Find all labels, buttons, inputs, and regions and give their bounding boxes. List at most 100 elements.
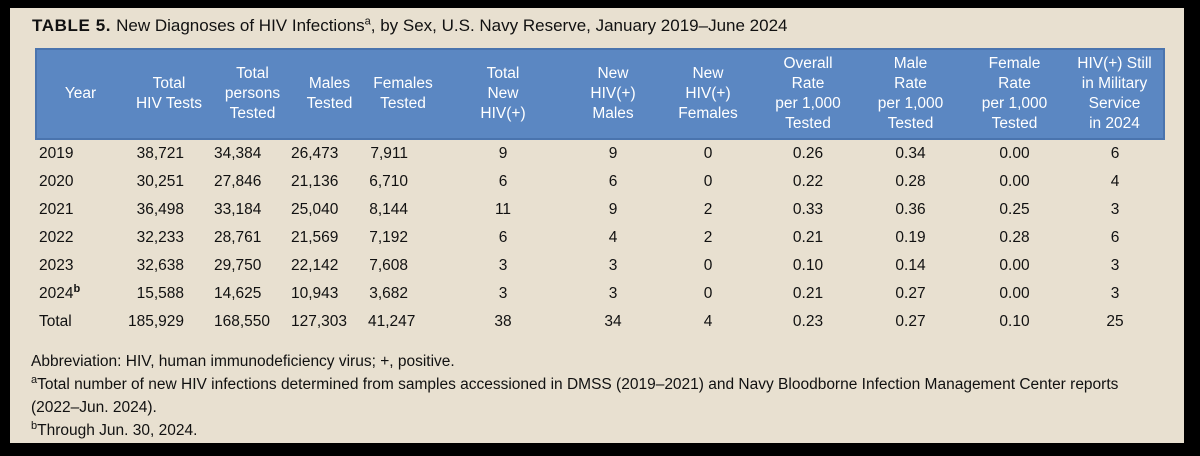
table-cell: 3 bbox=[498, 285, 508, 302]
table-cell: 27,846 bbox=[214, 173, 262, 190]
column-header: Total New HIV(+) bbox=[438, 48, 568, 140]
table-row: 2020 30,251 27,846 21,136 6,710 6 6 0 0.22 0.28 0.… bbox=[36, 168, 1164, 196]
table-cell: 6 bbox=[1110, 229, 1120, 246]
table-cell: 36,498 bbox=[136, 201, 184, 218]
column-header: New HIV(+) Females bbox=[658, 48, 758, 140]
table-cell: 15,588 bbox=[136, 285, 184, 302]
table-cell: 3 bbox=[608, 257, 618, 274]
table-cell: 3 bbox=[608, 285, 618, 302]
footnote-marker-a: a bbox=[364, 15, 371, 28]
table-cell: 0.28 bbox=[895, 173, 926, 190]
report-table-page: TABLE 5. New Diagnoses of HIV Infectionsa… bbox=[10, 8, 1184, 443]
table-cell: 0 bbox=[703, 285, 713, 302]
table-cell: 10,943 bbox=[291, 285, 339, 302]
table-cell: 6 bbox=[498, 173, 508, 190]
table-cell: 7,608 bbox=[369, 257, 408, 274]
table-cell: 0.26 bbox=[792, 145, 824, 162]
table-cell: 0.00 bbox=[999, 173, 1030, 190]
table-cell: 0.00 bbox=[999, 257, 1030, 274]
table-cell: 0.28 bbox=[999, 229, 1030, 246]
footnote-marker-b: b bbox=[31, 419, 38, 432]
table-row: 2021 36,498 33,184 25,040 8,144 11 9 2 0.33 0.36 0… bbox=[36, 196, 1164, 224]
footnotes: Abbreviation: HIV, human immunodeficienc… bbox=[31, 350, 1164, 442]
table-title: TABLE 5. New Diagnoses of HIV Infectionsa… bbox=[10, 8, 1184, 37]
column-header: Overall Rate per 1,000 Tested bbox=[758, 48, 858, 140]
table-cell: 0.22 bbox=[792, 173, 824, 190]
table-cell: 9 bbox=[608, 201, 618, 218]
row-label: 2023 bbox=[39, 257, 74, 274]
table-cell: 0.21 bbox=[792, 229, 824, 246]
table-cell: 29,750 bbox=[214, 257, 262, 274]
table-cell: 9 bbox=[608, 145, 618, 162]
table-cell: 41,247 bbox=[368, 313, 416, 330]
table-cell: 6,710 bbox=[369, 173, 408, 190]
row-label: Total bbox=[39, 313, 72, 330]
table-cell: 21,136 bbox=[291, 173, 339, 190]
table-cell: 25,040 bbox=[291, 201, 339, 218]
table-cell: 0.34 bbox=[895, 145, 926, 162]
table-header: Year Total HIV Tests Total persons Tested Male… bbox=[35, 48, 1165, 140]
table-cell: 3 bbox=[1110, 257, 1120, 274]
footnote-line: bThrough Jun. 30, 2024. bbox=[31, 419, 198, 439]
row-label: 2020 bbox=[39, 173, 74, 190]
table-cell: 38,721 bbox=[136, 145, 184, 162]
table-cell: 2 bbox=[703, 201, 713, 218]
table-cell: 127,303 bbox=[291, 313, 348, 330]
table-cell: 0.10 bbox=[792, 257, 824, 274]
table-cell: 2 bbox=[703, 229, 713, 246]
table-cell: 0.00 bbox=[999, 145, 1030, 162]
table-cell: 14,625 bbox=[214, 285, 262, 302]
hiv-diagnoses-table: Year Total HIV Tests Total persons Tested Male… bbox=[35, 48, 1165, 336]
table-cell: 8,144 bbox=[369, 201, 408, 218]
table-cell: 22,142 bbox=[291, 257, 339, 274]
table-cell: 11 bbox=[494, 201, 512, 218]
table-cell: 0.10 bbox=[999, 313, 1030, 330]
column-header: Female Rate per 1,000 Tested bbox=[963, 48, 1066, 140]
table-cell: 7,192 bbox=[369, 229, 408, 246]
column-header: Total HIV Tests bbox=[124, 48, 214, 140]
table-cell: 0.33 bbox=[792, 201, 824, 218]
table-cell: 3,682 bbox=[369, 285, 408, 302]
table-cell: 168,550 bbox=[214, 313, 271, 330]
table-cell: 6 bbox=[498, 229, 508, 246]
table-cell: 32,638 bbox=[136, 257, 184, 274]
row-label: 2022 bbox=[39, 229, 74, 246]
column-header: Males Tested bbox=[291, 48, 368, 140]
table-cell: 0.36 bbox=[895, 201, 926, 218]
column-header: Year bbox=[35, 48, 124, 140]
table-row: 2019 38,721 34,384 26,473 7,911 9 9 0 0.26 0.34 0.… bbox=[36, 139, 1164, 168]
table-cell: 4 bbox=[608, 229, 618, 246]
table-row: 2023 32,638 29,750 22,142 7,608 3 3 0 0.10 0.14 0.… bbox=[36, 252, 1164, 280]
table-cell: 25 bbox=[1106, 313, 1124, 330]
table-cell: 3 bbox=[498, 257, 508, 274]
table-cell: 0.27 bbox=[895, 313, 926, 330]
table-row: 2022 32,233 28,761 21,569 7,192 6 4 2 0.21 0.19 0.… bbox=[36, 224, 1164, 252]
column-header: Male Rate per 1,000 Tested bbox=[858, 48, 963, 140]
table-cell: 0.25 bbox=[999, 201, 1030, 218]
table-row: 2024b 15,588 14,625 10,943 3,682 3 3 0 0.21 0.27 0… bbox=[36, 280, 1164, 308]
table-cell: 38 bbox=[494, 313, 512, 330]
table-header-row: Year Total HIV Tests Total persons Tested Male… bbox=[35, 48, 1165, 140]
table-cell: 30,251 bbox=[136, 173, 184, 190]
footnote-marker-b: b bbox=[73, 282, 81, 295]
table-cell: 4 bbox=[703, 313, 713, 330]
footnote-line: Abbreviation: HIV, human immunodeficienc… bbox=[31, 353, 455, 370]
table-cell: 34,384 bbox=[214, 145, 262, 162]
table-cell: 3 bbox=[1110, 285, 1120, 302]
table-row: Total 185,929 168,550 127,303 41,247 38 34 4 0.2… bbox=[36, 308, 1164, 336]
footnote-line: aTotal number of new HIV infections dete… bbox=[31, 373, 1119, 416]
table-cell: 26,473 bbox=[291, 145, 339, 162]
table-cell: 21,569 bbox=[291, 229, 339, 246]
table-body: 2019 38,721 34,384 26,473 7,911 9 9 0 0.26 0.34 0.… bbox=[36, 139, 1164, 336]
row-label: 2019 bbox=[39, 145, 74, 162]
column-header: Females Tested bbox=[368, 48, 438, 140]
row-label: 2021 bbox=[39, 201, 74, 218]
table-number-label: TABLE 5. bbox=[32, 16, 112, 35]
row-label: 2024b bbox=[39, 282, 81, 302]
table-cell: 32,233 bbox=[136, 229, 184, 246]
table-cell: 0 bbox=[703, 145, 713, 162]
table-cell: 0.27 bbox=[895, 285, 926, 302]
table-cell: 28,761 bbox=[214, 229, 262, 246]
table-cell: 7,911 bbox=[370, 145, 408, 162]
table-cell: 33,184 bbox=[214, 201, 262, 218]
